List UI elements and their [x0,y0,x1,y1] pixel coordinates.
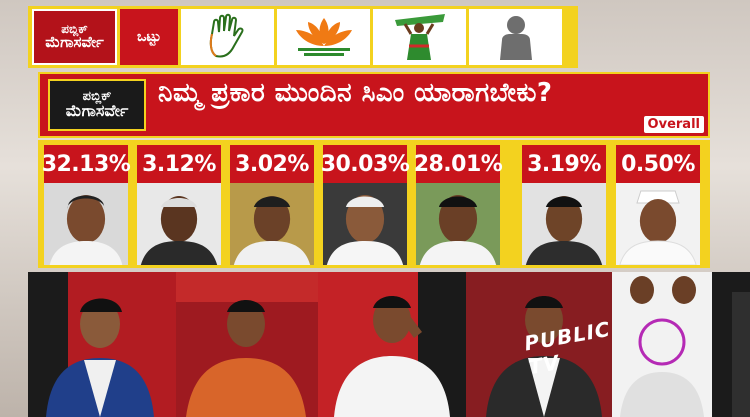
total-label: ಒಟ್ಟು [120,9,178,65]
overall-tag: Overall [643,116,704,133]
candidate-percent: 30.03% [321,145,410,183]
candidate-card: 32.13% [42,143,131,265]
candidate-percent: 3.19% [522,145,606,183]
candidate-photo [522,183,606,265]
candidate-photo [44,183,128,265]
candidate-percent: 32.13% [42,145,131,183]
survey-question-header: ಪಬ್ಲಿಕ್ ಮೆಗಾಸರ್ವೇ ನಿಮ್ಮ ಪ್ರಕಾರ ಮುಂದಿನ ಸಿ… [38,72,710,138]
panelist-video [612,272,712,417]
panelist-video [28,272,176,417]
candidate-card: 28.01% [414,143,503,265]
candidate-card: 0.50% [614,143,702,265]
congress-hand-icon [181,9,274,65]
panelist-video [176,272,318,417]
others-person-icon [469,9,562,65]
logo-line1: ಪಬ್ಲಿಕ್ [61,21,88,36]
candidate-photo [230,183,314,265]
panel-discussion-video: PUBLIC TV [28,272,750,417]
candidate-percent: 0.50% [616,145,700,183]
jds-farmer-woman-icon [373,9,466,65]
candidate-card: 3.19% [520,143,608,265]
candidate-photo [416,183,500,265]
studio-background-strip [712,272,750,417]
panelist-video [318,272,466,417]
party-bar: ಪಬ್ಲಿಕ್ ಮೆಗಾಸರ್ವೇ ಒಟ್ಟು [28,6,578,68]
candidate-photo [323,183,407,265]
candidate-percent: 3.12% [137,145,221,183]
megasurvey-logo: ಪಬ್ಲಿಕ್ ಮೆಗಾಸರ್ವೇ [32,9,117,65]
candidate-photo [616,183,700,265]
megasurvey-logo: ಪಬ್ಲಿಕ್ ಮೆಗಾಸರ್ವೇ [48,79,146,131]
logo-line1: ಪಬ್ಲಿಕ್ [82,88,112,104]
bjp-lotus-icon [277,9,370,65]
candidate-photo [137,183,221,265]
survey-question: ನಿಮ್ಮ ಪ್ರಕಾರ ಮುಂದಿನ ಸಿಎಂ ಯಾರಾಗಬೇಕು? [158,78,553,108]
candidate-results: 32.13% 3.12% 3.02% 30.03% 28.01% 3.19% [38,140,710,268]
candidate-card: 3.12% [135,143,223,265]
panelist-video: PUBLIC TV [466,272,612,417]
logo-line2: ಮೆಗಾಸರ್ವೇ [65,101,129,121]
candidate-card: 3.02% [228,143,316,265]
candidate-card: 30.03% [321,143,410,265]
candidate-percent: 28.01% [414,145,503,183]
logo-line2: ಮೆಗಾಸರ್ವೇ [45,33,104,52]
candidate-percent: 3.02% [230,145,314,183]
